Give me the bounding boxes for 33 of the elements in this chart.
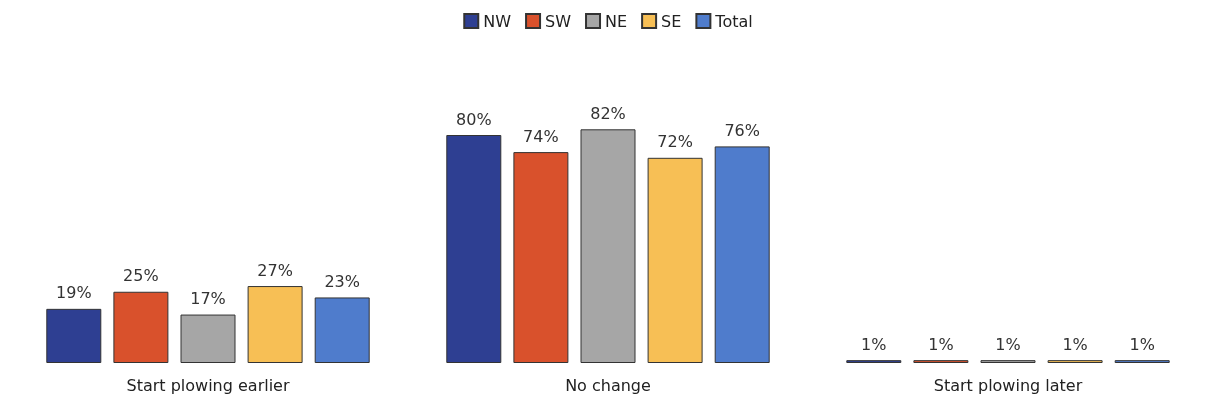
data-label: 72%	[657, 132, 693, 152]
legend-label: NW	[483, 11, 512, 31]
data-label: 76%	[724, 120, 760, 140]
data-label: 25%	[123, 266, 159, 286]
data-label: 1%	[928, 334, 954, 354]
bar	[180, 314, 236, 363]
data-label: 19%	[56, 283, 92, 303]
bar	[714, 146, 770, 363]
bar	[46, 308, 102, 363]
bar	[647, 157, 703, 363]
bar	[446, 135, 502, 363]
x-tick-label: Start plowing later	[933, 375, 1083, 395]
x-tick-label: No change	[565, 375, 651, 395]
data-label: 74%	[523, 126, 559, 146]
data-label: 80%	[456, 109, 492, 129]
data-label: 1%	[995, 334, 1021, 354]
data-label: 23%	[324, 271, 360, 291]
data-label: 1%	[1062, 334, 1088, 354]
x-tick-label: Start plowing earlier	[126, 375, 290, 395]
data-label: 17%	[190, 289, 226, 309]
data-label: 1%	[1129, 334, 1155, 354]
legend-label: Total	[714, 11, 753, 31]
data-label: 27%	[257, 260, 293, 280]
legend-label: SE	[661, 11, 682, 31]
legend-label: NE	[605, 11, 628, 31]
data-label: 1%	[861, 334, 887, 354]
data-label: 82%	[590, 103, 626, 123]
bar	[314, 297, 370, 363]
bar	[113, 291, 169, 363]
legend-label: SW	[545, 11, 572, 31]
bar	[513, 152, 569, 363]
bar	[247, 286, 303, 363]
bar	[580, 129, 636, 363]
